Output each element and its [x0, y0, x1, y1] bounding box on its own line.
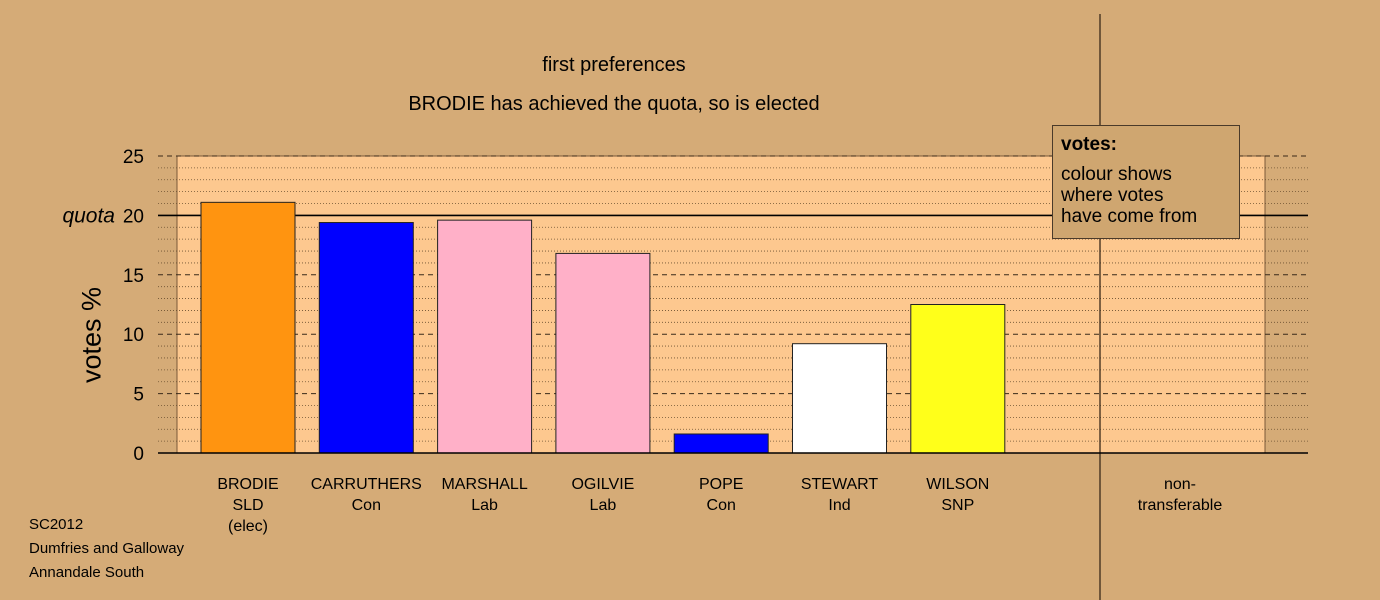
x-tick-label: Lab: [590, 497, 617, 514]
y-tick-label: 0: [133, 444, 144, 465]
x-tick-label: Con: [707, 497, 736, 514]
x-tick-label: SLD: [232, 497, 263, 514]
chart-subtitle: BRODIE has achieved the quota, so is ele…: [408, 93, 820, 115]
x-tick-label: OGILVIE: [571, 476, 634, 493]
x-tick-label: POPE: [699, 476, 743, 493]
quota-label: quota: [62, 204, 115, 227]
x-tick-label: CARRUTHERS: [311, 476, 422, 493]
y-tick-label: 10: [123, 325, 144, 346]
y-tick-label: 5: [133, 385, 144, 406]
footer-council: Dumfries and Galloway: [29, 540, 185, 557]
y-tick-label: 25: [123, 147, 144, 168]
x-tick-label: Lab: [471, 497, 498, 514]
bar: [437, 219, 533, 454]
x-tick-label: Ind: [828, 497, 850, 514]
x-tick-label: transferable: [1138, 497, 1223, 514]
y-tick-label: 20: [123, 206, 144, 227]
legend-line: colour shows: [1061, 164, 1172, 185]
x-tick-label: Con: [352, 497, 381, 514]
bar: [200, 201, 296, 454]
legend-box: votes: colour shows where votes have com…: [1052, 125, 1240, 239]
x-tick-label: STEWART: [801, 476, 879, 493]
x-tick-label: (elec): [228, 518, 268, 535]
bar: [555, 252, 651, 454]
bar: [673, 433, 769, 454]
x-tick-label: WILSON: [926, 476, 989, 493]
legend-line: have come from: [1061, 206, 1198, 227]
footer-ward: Annandale South: [29, 564, 145, 581]
y-axis-label: votes %: [76, 286, 107, 384]
bar: [318, 222, 414, 454]
x-tick-label: SNP: [941, 497, 974, 514]
bar: [910, 304, 1006, 454]
y-tick-label: 15: [123, 266, 144, 287]
chart-title: first preferences: [542, 54, 686, 76]
x-tick-label: non-: [1164, 476, 1196, 493]
legend-line: where votes: [1061, 185, 1164, 206]
x-tick-label: MARSHALL: [441, 476, 527, 493]
x-tick-label: BRODIE: [217, 476, 278, 493]
bar: [792, 343, 887, 454]
legend-title: votes:: [1061, 134, 1117, 155]
footer-election: SC2012: [29, 516, 84, 533]
